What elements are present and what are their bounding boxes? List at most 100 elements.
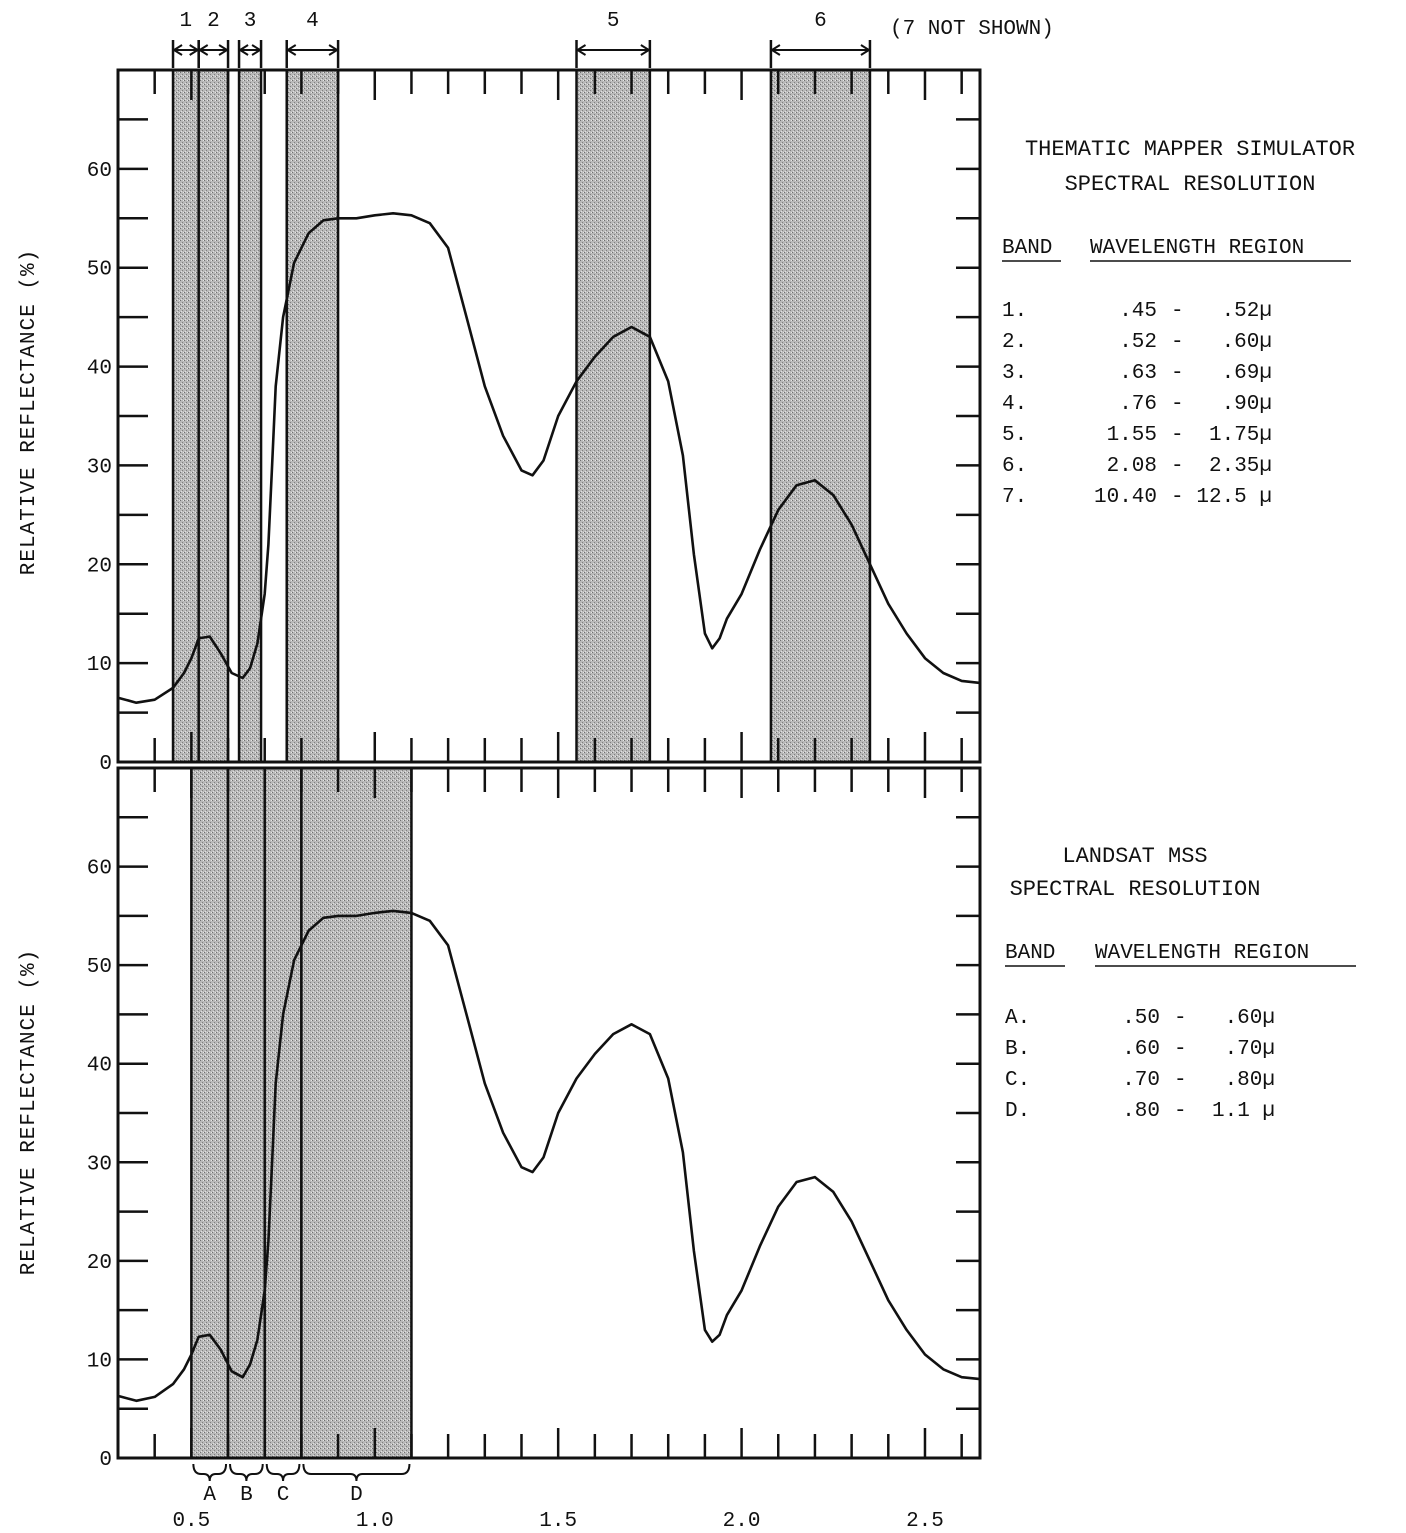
x-tick-label: 1.0 (356, 1510, 394, 1533)
legend-range-to: .70µ (1225, 1038, 1275, 1061)
y-tick-label: 40 (87, 1055, 112, 1078)
band-label: D (350, 1484, 363, 1507)
legend-band-id: 5. (1002, 424, 1027, 447)
tms-legend-region-header: WAVELENGTH REGION (1090, 237, 1304, 260)
x-tick-label: 2.5 (906, 1510, 944, 1533)
legend-band-id: 4. (1002, 393, 1027, 416)
mss-band-markers: A B C D (192, 1463, 411, 1507)
band-span-arrowhead (285, 44, 297, 56)
legend-row: 4. .76- .90µ (1002, 393, 1272, 416)
legend-row: 3. .63- .69µ (1002, 362, 1272, 385)
legend-band-id: 7. (1002, 486, 1027, 509)
band-span-arrowhead (238, 44, 249, 56)
legend-range-to: 1.1 µ (1212, 1100, 1275, 1123)
legend-band-id: A. (1005, 1007, 1030, 1030)
legend-range-to: .60µ (1222, 331, 1272, 354)
band-label: 2 (207, 10, 220, 33)
legend-range-dash: - (1171, 455, 1184, 478)
mss-y-axis-label: RELATIVE REFLECTANCE (%) (18, 949, 41, 1275)
legend-range-from: 1.55 (1107, 424, 1157, 447)
legend-band-id: 3. (1002, 362, 1027, 385)
mss-reflectance-curve (117, 909, 981, 1403)
legend-row: 2. .52- .60µ (1002, 331, 1272, 354)
tms-top-note: (7 NOT SHOWN) (890, 18, 1054, 41)
legend-band-id: C. (1005, 1069, 1030, 1092)
legend-range-dash: - (1174, 1007, 1187, 1030)
y-tick-label: 60 (87, 160, 112, 183)
legend-row: B. .60- .70µ (1005, 1038, 1275, 1061)
legend-range-to: .52µ (1222, 300, 1272, 323)
band-span-arrowhead (860, 44, 871, 56)
band-brace (265, 1463, 301, 1482)
mss-panel: 0 10 20 30 40 50 60 0.5 1.0 1.5 2.0 2.5 A B C D RELAT… (18, 766, 1356, 1533)
tms-y-tick-marks (118, 118, 980, 714)
mss-x-tick-marks (116, 768, 963, 1458)
legend-range-from: .76 (1119, 393, 1157, 416)
band-label: A (203, 1484, 216, 1507)
mss-band-regions (190, 768, 413, 1458)
legend-range-dash: - (1171, 393, 1184, 416)
band-region-c (264, 768, 302, 1458)
band-span-arrowhead (575, 44, 587, 56)
legend-range-dash: - (1171, 362, 1184, 385)
band-span-arrowhead (218, 44, 229, 56)
legend-range-dash: - (1171, 300, 1184, 323)
mss-x-tick-labels: 0.5 1.0 1.5 2.0 2.5 (172, 1510, 943, 1533)
legend-range-to: 2.35µ (1209, 455, 1272, 478)
band-label: B (240, 1484, 253, 1507)
band-label: 3 (244, 10, 257, 33)
legend-range-from: 2.08 (1107, 455, 1157, 478)
legend-range-from: .50 (1122, 1007, 1160, 1030)
mss-title-line-1: LANDSAT MSS (1062, 844, 1207, 869)
y-tick-label: 0 (99, 753, 112, 776)
tms-y-tick-labels: 0 10 20 30 40 50 60 (87, 160, 112, 776)
band-label: 1 (180, 10, 193, 33)
legend-band-id: 2. (1002, 331, 1027, 354)
x-tick-label: 0.5 (172, 1510, 210, 1533)
legend-band-id: 6. (1002, 455, 1027, 478)
legend-row: 7. 10.40-12.5 µ (1002, 486, 1272, 509)
band-brace (192, 1463, 228, 1482)
band-region-1 (173, 70, 199, 762)
legend-range-dash: - (1174, 1069, 1187, 1092)
legend-range-from: .70 (1122, 1069, 1160, 1092)
legend-range-to: .80µ (1225, 1069, 1275, 1092)
band-span-arrowhead (770, 44, 781, 56)
tms-x-tick-marks (116, 70, 963, 762)
legend-range-dash: - (1171, 331, 1184, 354)
band-region-4 (286, 70, 339, 762)
legend-row: C. .70- .80µ (1005, 1069, 1275, 1092)
legend-range-to: 1.75µ (1209, 424, 1272, 447)
mss-y-tick-labels: 0 10 20 30 40 50 60 (87, 858, 112, 1472)
tms-legend-band-header: BAND (1002, 237, 1052, 260)
tms-band-regions (171, 70, 872, 762)
band-span-arrowhead (197, 44, 209, 56)
y-tick-label: 30 (87, 456, 112, 479)
legend-row: 5. 1.55- 1.75µ (1002, 424, 1272, 447)
legend-band-id: D. (1005, 1100, 1030, 1123)
band-brace (229, 1463, 264, 1482)
band-region-3 (239, 70, 262, 762)
mss-legend-band-header: BAND (1005, 942, 1055, 965)
y-tick-label: 20 (87, 1252, 112, 1275)
legend-range-from: .52 (1119, 331, 1157, 354)
legend-row: 6. 2.08- 2.35µ (1002, 455, 1272, 478)
tms-title-line-2: SPECTRAL RESOLUTION (1065, 172, 1316, 197)
band-span-arrowhead (328, 44, 339, 56)
legend-range-dash: - (1174, 1100, 1187, 1123)
band-label: 6 (814, 10, 827, 33)
legend-range-from: .63 (1119, 362, 1157, 385)
x-tick-label: 1.5 (539, 1510, 577, 1533)
band-region-d (301, 768, 412, 1458)
legend-range-dash: - (1174, 1038, 1187, 1061)
tms-reflectance-curve (117, 212, 981, 704)
y-tick-label: 30 (87, 1153, 112, 1176)
legend-range-from: .60 (1122, 1038, 1160, 1061)
